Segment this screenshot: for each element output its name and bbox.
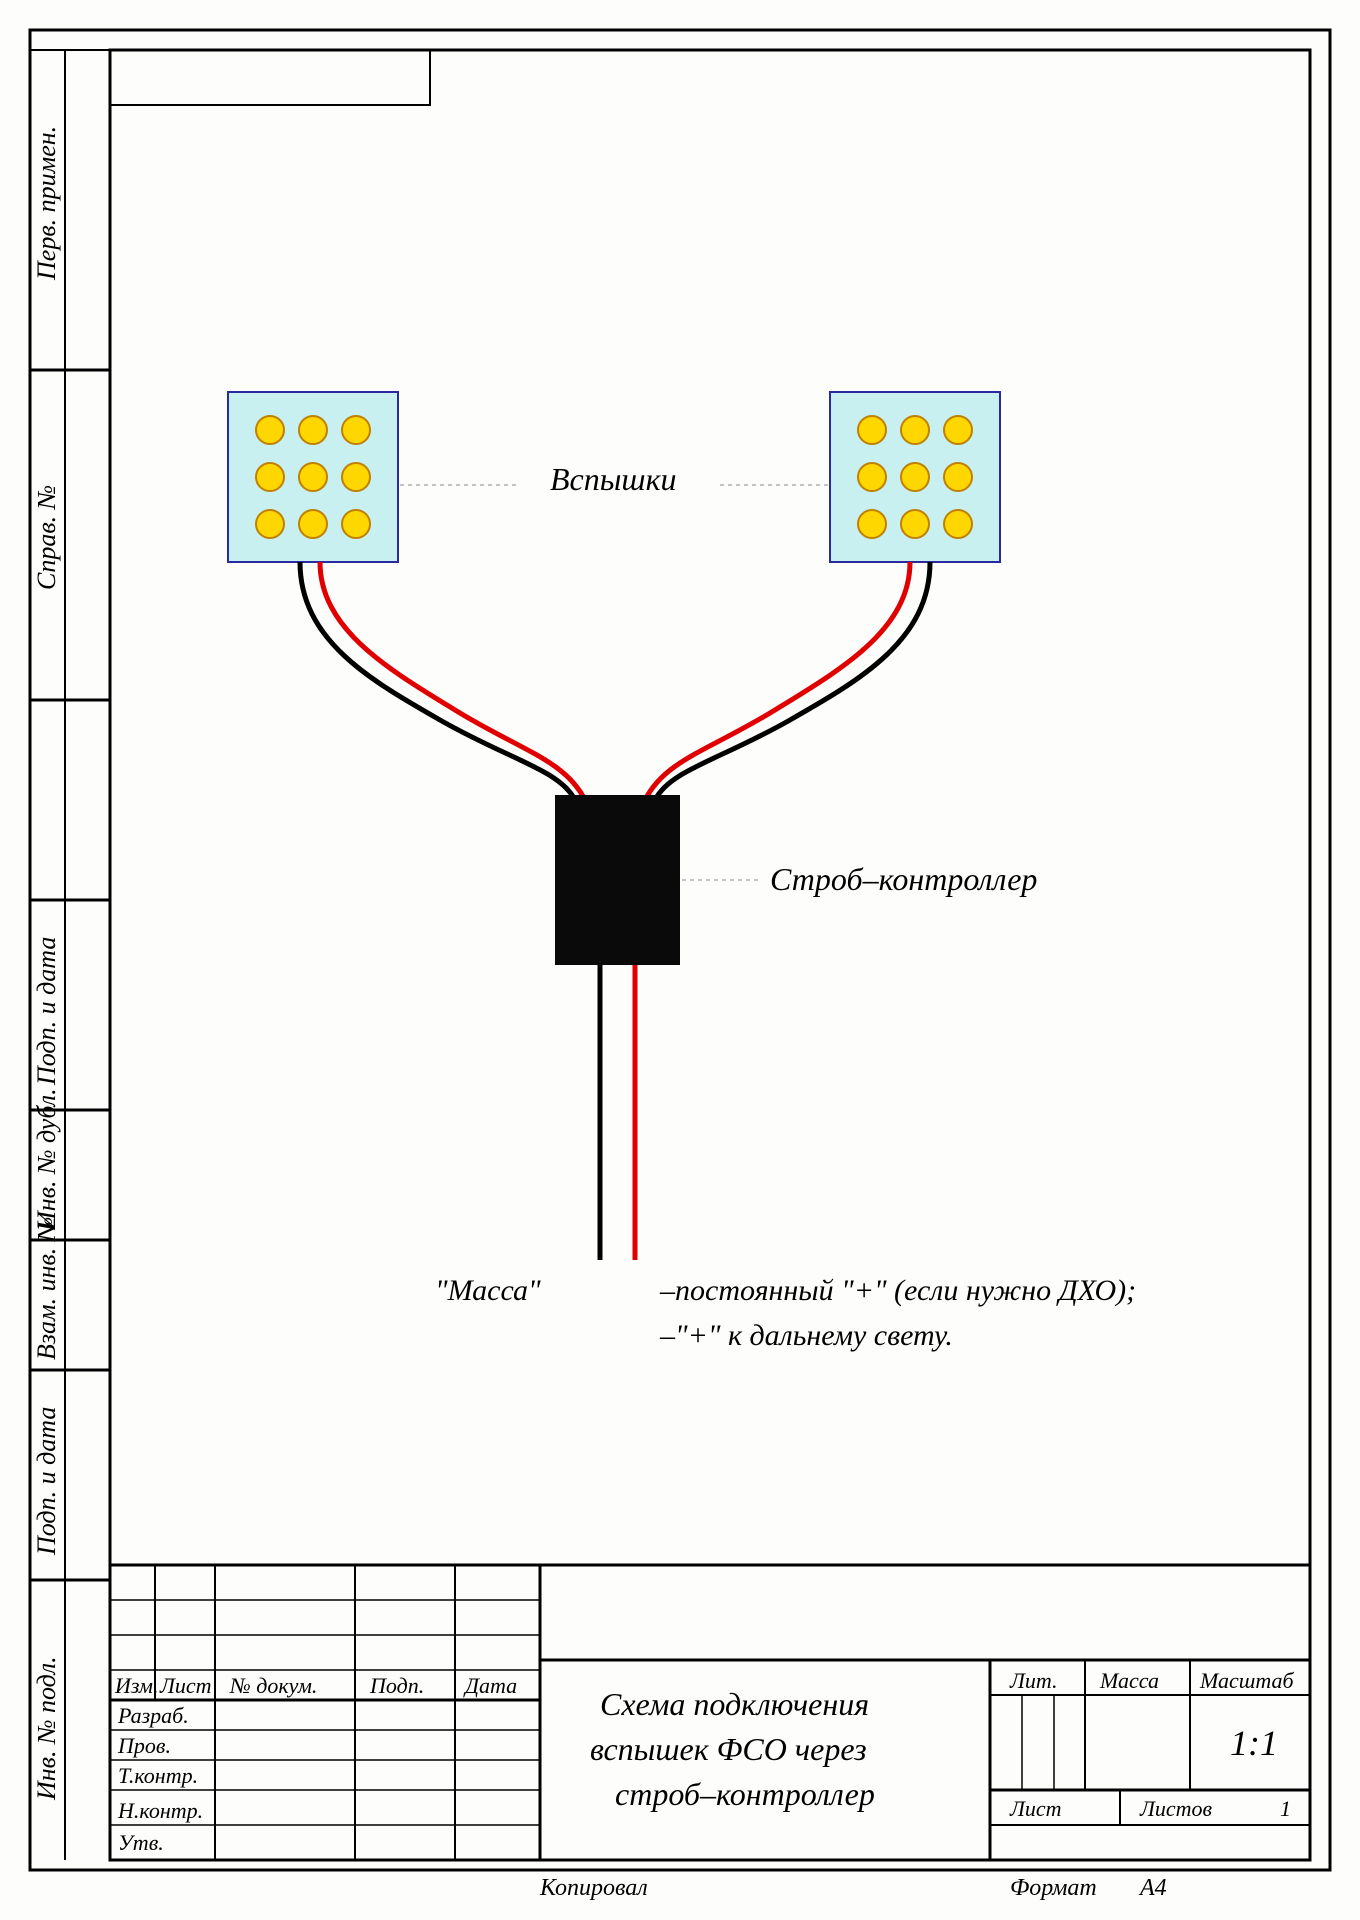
controller [555,795,680,965]
title3: строб–контроллер [615,1776,875,1812]
massa-hdr: Масса [1099,1668,1159,1693]
side-vzam-inv: Взам. инв. № [32,1217,61,1360]
side-inv-podl: Инв. № подл. [32,1656,61,1801]
mashtab-label: Масштаб [1199,1668,1295,1693]
format-label: Формат [1010,1875,1097,1901]
side-perv-primen: Перв. примен. [32,126,61,281]
nkontr-label: Н.контр. [117,1798,203,1823]
scale-value: 1:1 [1230,1723,1278,1763]
top-block [110,50,430,105]
plus-line2: –"+" к дальнему свету. [659,1319,953,1352]
razrab-label: Разраб. [117,1703,189,1728]
utv-label: Утв. [118,1830,164,1855]
massa-label: "Масса" [435,1274,541,1307]
flash-right [830,392,1000,562]
drawing-sheet: Перв. примен. Справ. № Подп. и дата Инв.… [0,0,1360,1920]
format-val: A4 [1138,1875,1167,1901]
controller-label: Строб–контроллер [770,861,1037,897]
wire-red-right [645,562,910,800]
side-podp-data1: Подп. и дата [32,937,61,1086]
flashes-label: Вспышки [550,461,677,497]
wire-red-left [320,562,585,800]
title1: Схема подключения [600,1686,869,1722]
inner-frame [110,50,1310,1860]
plus-line1: –постоянный "+" (если нужно ДХО); [659,1274,1136,1307]
title2: вспышек ФСО через [590,1731,867,1767]
tkontr-label: Т.контр. [118,1763,198,1788]
side-sprav-no: Справ. № [32,485,61,590]
list-lbl: Лист [1009,1796,1062,1821]
list-label: Лист [159,1673,212,1698]
side-podp-data2: Подп. и дата [32,1407,61,1556]
podp-label: Подп. [369,1673,424,1698]
wire-black-left [300,562,575,800]
flash-left [228,392,398,562]
listov-lbl: Листов [1139,1796,1213,1821]
listov-val: 1 [1280,1796,1291,1821]
title-block: Изм. Лист № докум. Подп. Дата Разраб. Пр… [110,1565,1310,1860]
side-inv-dubl: Инв. № дубл. [32,1088,61,1231]
ndokum-label: № докум. [229,1673,317,1698]
data-label: Дата [463,1673,517,1698]
lit-label: Лит. [1009,1668,1058,1693]
izm-label: Изм. [114,1673,158,1698]
prov-label: Пров. [117,1733,171,1758]
wire-black-right [655,562,930,800]
kopiroval-label: Копировал [539,1875,648,1901]
